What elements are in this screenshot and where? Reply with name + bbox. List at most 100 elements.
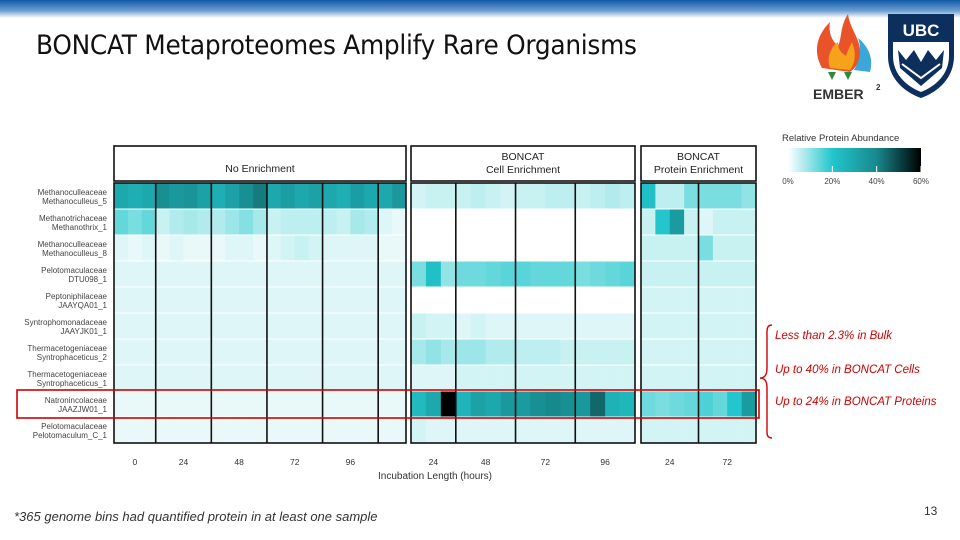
heatmap-cell bbox=[253, 235, 268, 262]
heatmap-cell bbox=[684, 365, 699, 392]
heatmap-cell bbox=[378, 287, 393, 314]
heatmap-cell bbox=[169, 183, 184, 210]
heatmap-cell bbox=[698, 417, 714, 444]
x-tick-label: 24 bbox=[179, 457, 189, 467]
heatmap-cell bbox=[669, 287, 685, 314]
heatmap-cell bbox=[294, 209, 309, 236]
heatmap-cell bbox=[455, 391, 472, 418]
heatmap-cell bbox=[545, 365, 561, 392]
heatmap-cell bbox=[183, 235, 198, 262]
heatmap-cell bbox=[530, 261, 546, 288]
heatmap-cell bbox=[266, 235, 282, 262]
heatmap-cell bbox=[225, 183, 240, 210]
heatmap-cell bbox=[141, 417, 157, 444]
heatmap-cell bbox=[485, 339, 501, 366]
heatmap-cell bbox=[308, 365, 323, 392]
heatmap-cell bbox=[669, 183, 685, 210]
heatmap-cell bbox=[684, 391, 699, 418]
heatmap-cell bbox=[470, 261, 486, 288]
heatmap-cell bbox=[605, 209, 621, 236]
heatmap-cell bbox=[169, 209, 184, 236]
heatmap-cell bbox=[575, 209, 591, 236]
heatmap-cell bbox=[560, 235, 576, 262]
heatmap-cell bbox=[336, 287, 351, 314]
heatmap-cell bbox=[225, 391, 240, 418]
heatmap-cell bbox=[698, 391, 714, 418]
heatmap-cell bbox=[378, 261, 393, 288]
heatmap-cell bbox=[655, 183, 671, 210]
heatmap-cell bbox=[239, 339, 254, 366]
heatmap-cell bbox=[641, 183, 656, 210]
heatmap-cell bbox=[280, 313, 296, 340]
row-label-genome: JAAZJW01_1 bbox=[58, 405, 107, 414]
x-axis-label: Incubation Length (hours) bbox=[378, 471, 492, 482]
heatmap-cell bbox=[641, 313, 656, 340]
heatmap-cell bbox=[500, 235, 516, 262]
heatmap-cell bbox=[322, 287, 337, 314]
heatmap-cell bbox=[225, 235, 240, 262]
heatmap-cell bbox=[336, 261, 351, 288]
heatmap-cell bbox=[605, 183, 621, 210]
heatmap-cell bbox=[266, 339, 282, 366]
heatmap-cell bbox=[197, 209, 212, 236]
heatmap-cell bbox=[294, 261, 309, 288]
heatmap-cell bbox=[641, 261, 656, 288]
heatmap-cell bbox=[741, 209, 757, 236]
heatmap-cell bbox=[308, 417, 323, 444]
heatmap-cell bbox=[560, 339, 576, 366]
heatmap-cell bbox=[560, 287, 576, 314]
heatmap-cell bbox=[197, 365, 212, 392]
heatmap-cell bbox=[336, 209, 351, 236]
heatmap-cell bbox=[364, 209, 379, 236]
heatmap-cell bbox=[155, 313, 170, 340]
row-label-family: Pelotomaculaceae bbox=[41, 422, 107, 431]
heatmap-cell bbox=[266, 209, 282, 236]
heatmap-cell bbox=[141, 365, 157, 392]
heatmap-cell bbox=[114, 339, 129, 366]
heatmap-cell bbox=[322, 417, 337, 444]
legend-title: Relative Protein Abundance bbox=[782, 133, 899, 144]
heatmap-cell bbox=[440, 183, 457, 210]
heatmap-cell bbox=[545, 235, 561, 262]
heatmap-cell bbox=[114, 313, 129, 340]
heatmap-cell bbox=[114, 417, 129, 444]
panel-border bbox=[410, 182, 636, 444]
heatmap-cell bbox=[127, 365, 143, 392]
heatmap-cell bbox=[127, 313, 143, 340]
heatmap-cell bbox=[253, 183, 268, 210]
heatmap-cell bbox=[669, 365, 685, 392]
heatmap-cell bbox=[712, 235, 728, 262]
heatmap-cell bbox=[127, 391, 143, 418]
heatmap-cell bbox=[530, 339, 546, 366]
callout-boncat-proteins: Up to 24% in BONCAT Proteins bbox=[775, 396, 937, 408]
logo-group: EMBER 2 UBC bbox=[813, 14, 954, 102]
row-label-genome: Methanothrix_1 bbox=[52, 223, 108, 232]
heatmap-cell bbox=[183, 287, 198, 314]
heatmap-cell bbox=[392, 235, 407, 262]
heatmap-cell bbox=[350, 339, 365, 366]
heatmap-cell bbox=[336, 391, 351, 418]
heatmap-cell bbox=[641, 339, 656, 366]
heatmap-cell bbox=[211, 313, 226, 340]
heatmap-cell bbox=[741, 261, 757, 288]
heatmap-cell bbox=[440, 365, 457, 392]
heatmap-cell bbox=[485, 391, 501, 418]
heatmap-cell bbox=[155, 417, 170, 444]
heatmap-cell bbox=[575, 339, 591, 366]
heatmap-cell bbox=[684, 417, 699, 444]
heatmap-cell bbox=[669, 391, 685, 418]
heatmap-cell bbox=[169, 339, 184, 366]
heatmap-cell bbox=[155, 209, 170, 236]
heatmap-cell bbox=[280, 209, 296, 236]
heatmap-cell bbox=[515, 183, 531, 210]
heatmap-cell bbox=[727, 391, 742, 418]
heatmap-cell bbox=[253, 417, 268, 444]
heatmap-cell bbox=[741, 391, 757, 418]
heatmap-cell bbox=[411, 339, 427, 366]
heatmap-cell bbox=[455, 209, 472, 236]
row-label-family: Natronincolaceae bbox=[45, 396, 108, 405]
heatmap-cell bbox=[545, 183, 561, 210]
callout-brace bbox=[759, 324, 773, 439]
heatmap-cell bbox=[727, 339, 742, 366]
